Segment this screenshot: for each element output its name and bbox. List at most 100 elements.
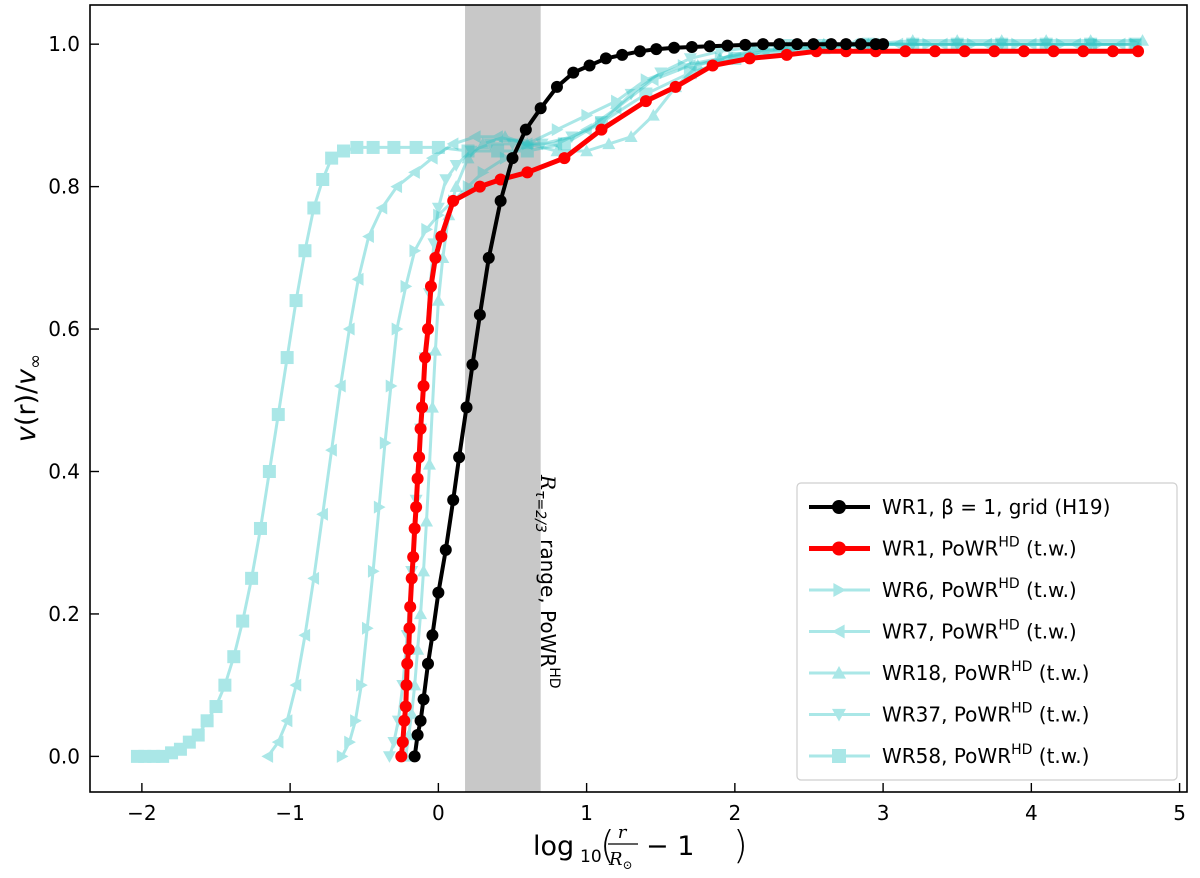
point-1-19 [421,323,434,336]
legend-entry-1: WR1, PoWRHD (t.w.) [809,535,1077,561]
point-1-44 [1106,45,1119,58]
point-2-32 [1055,37,1068,51]
point-0-5 [426,629,439,642]
point-1-41 [1017,45,1030,58]
point-4-23 [646,108,660,121]
legend-label-1: WR1, PoWRHD (t.w.) [882,535,1077,561]
point-1-11 [408,522,421,535]
point-0-29 [739,38,752,51]
point-3-22 [609,101,622,115]
point-2-4 [362,621,374,635]
point-1-4 [400,679,413,692]
point-1-28 [595,123,608,136]
point-5-12 [439,174,453,186]
point-0-26 [685,41,698,54]
point-0-3 [417,693,430,706]
point-0-22 [616,48,629,61]
x-label-paren-open: ( [600,823,615,867]
point-2-19 [551,123,564,137]
point-1-33 [780,48,793,61]
point-3-9 [342,322,355,336]
point-5-20 [624,88,638,101]
point-3-21 [580,123,592,137]
point-0-9 [453,451,466,464]
legend-label-6: WR58, PoWRHD (t.w.) [882,742,1089,768]
series-layer [130,34,1150,763]
x-tick-label: 4 [1025,801,1038,825]
point-5-11 [431,202,445,215]
point-5-0 [382,751,396,763]
point-1-42 [1047,45,1060,58]
point-1-23 [447,194,460,207]
point-4-15 [461,151,475,164]
point-2-18 [522,137,534,151]
y-tick-label: 0.0 [48,744,80,768]
point-1-22 [435,230,448,243]
point-2-20 [581,108,594,122]
point-4-6 [417,564,431,577]
x-axis-label: log 10(r R⊙ − 1) [533,822,748,872]
point-4-19 [550,144,564,157]
point-0-8 [447,493,460,506]
point-6-32 [557,137,571,151]
x-label-log: log [533,831,574,862]
legend-swatch-0 [809,500,870,514]
point-3-31 [980,37,993,51]
point-0-25 [668,41,681,54]
point-3-3 [289,678,302,692]
point-3-4 [298,628,311,642]
legend-swatch-marker [832,749,846,763]
point-2-6 [373,500,386,514]
point-3-13 [390,180,403,194]
point-6-2 [147,749,161,763]
point-1-24 [473,180,486,193]
point-3-24 [683,59,696,73]
point-5-19 [594,117,608,130]
point-1-29 [639,95,652,108]
point-1-25 [494,173,507,186]
point-0-4 [421,657,434,670]
point-5-14 [464,145,478,158]
x-tick-label: −1 [275,801,304,825]
point-2-17 [499,151,512,165]
point-5-22 [683,53,697,65]
x-tick-label: 5 [1173,801,1186,825]
point-6-19 [298,244,312,258]
x-tick-label: 2 [728,801,741,825]
legend-swatch-6 [809,749,870,763]
point-3-19 [520,137,533,151]
legend-swatch-marker [832,666,846,679]
point-2-21 [611,94,623,108]
point-0-32 [791,38,804,51]
legend-swatch-1 [809,541,870,556]
point-5-10 [427,238,441,251]
point-1-39 [958,45,971,58]
legend-swatch-2 [809,583,870,597]
point-3-34 [1113,37,1126,51]
point-4-8 [422,457,436,470]
point-1-6 [402,643,415,656]
point-3-17 [468,130,481,144]
point-1-9 [405,572,418,585]
point-2-34 [1129,37,1142,51]
y-axis-label: v(r)/v∞ [11,354,46,442]
legend-swatch-5 [809,708,870,722]
legend-swatch-3 [809,624,870,639]
point-0-0 [408,750,421,763]
point-6-23 [336,144,350,158]
point-2-15 [462,180,475,194]
point-6-13 [245,571,259,585]
point-6-5 [173,742,187,756]
point-4-26 [713,51,727,64]
point-6-0 [130,749,144,763]
point-2-22 [640,73,653,87]
point-0-1 [411,729,424,742]
point-1-1 [396,736,409,749]
point-1-32 [743,52,756,65]
point-3-23 [646,73,659,87]
point-6-27 [409,140,423,154]
point-5-17 [535,138,549,151]
series-line-1 [398,48,1139,757]
point-4-18 [520,137,534,150]
point-6-28 [431,140,445,154]
